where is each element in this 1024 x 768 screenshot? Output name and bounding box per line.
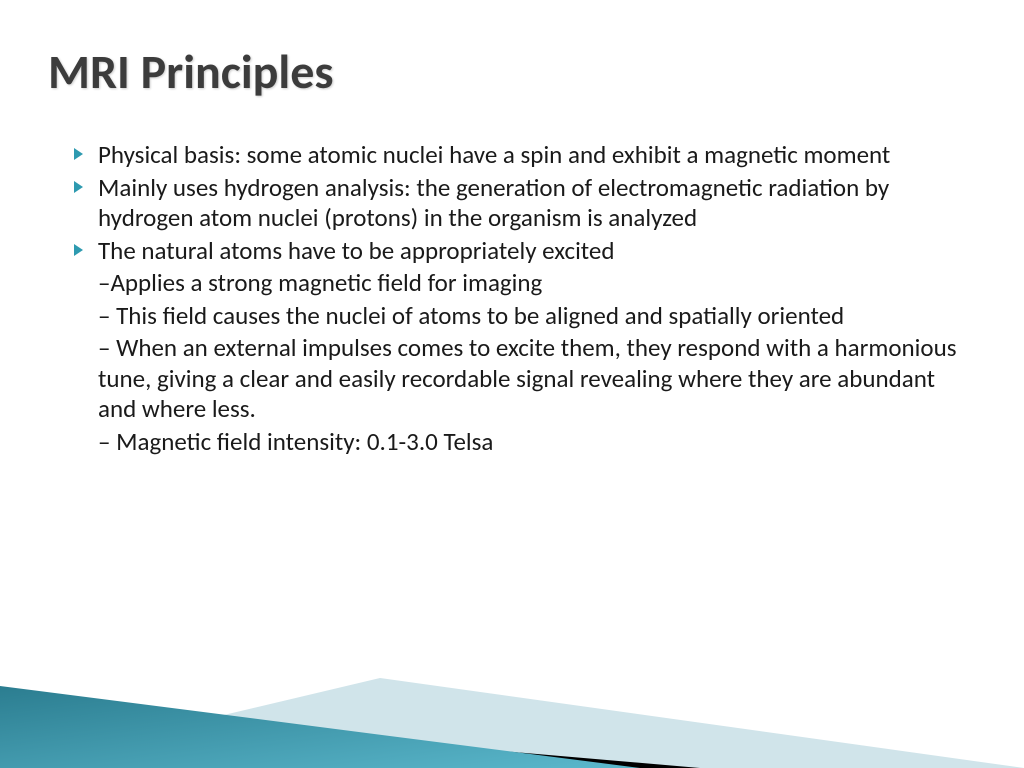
slide-body: Physical basis: some atomic nuclei have … [70, 140, 970, 459]
slide-title: MRI Principles [48, 42, 334, 101]
sub-item: – Magnetic field intensity: 0.1-3.0 Tels… [70, 427, 970, 458]
sub-item: – When an external impulses comes to exc… [70, 333, 970, 425]
sub-item: –Applies a strong magnetic field for ima… [70, 268, 970, 299]
slide: MRI Principles Physical basis: some atom… [0, 0, 1024, 768]
bullet-item: Mainly uses hydrogen analysis: the gener… [70, 173, 970, 234]
corner-decoration [0, 588, 1024, 768]
bullet-item: Physical basis: some atomic nuclei have … [70, 140, 970, 171]
sub-item: – This field causes the nuclei of atoms … [70, 301, 970, 332]
bullet-item: The natural atoms have to be appropriate… [70, 236, 970, 267]
